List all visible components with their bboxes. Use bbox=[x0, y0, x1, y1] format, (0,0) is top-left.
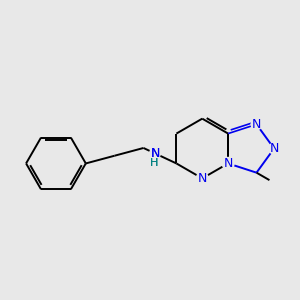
Text: N: N bbox=[150, 147, 160, 160]
Text: N: N bbox=[269, 142, 279, 155]
Circle shape bbox=[251, 119, 262, 130]
Circle shape bbox=[150, 148, 160, 159]
Text: N: N bbox=[224, 157, 233, 170]
Circle shape bbox=[269, 143, 279, 154]
Text: N: N bbox=[150, 147, 160, 160]
Circle shape bbox=[222, 158, 234, 169]
Text: H: H bbox=[150, 158, 158, 168]
Text: N: N bbox=[198, 172, 207, 185]
Circle shape bbox=[196, 172, 208, 184]
Text: H: H bbox=[150, 158, 158, 168]
Text: N: N bbox=[252, 118, 261, 131]
